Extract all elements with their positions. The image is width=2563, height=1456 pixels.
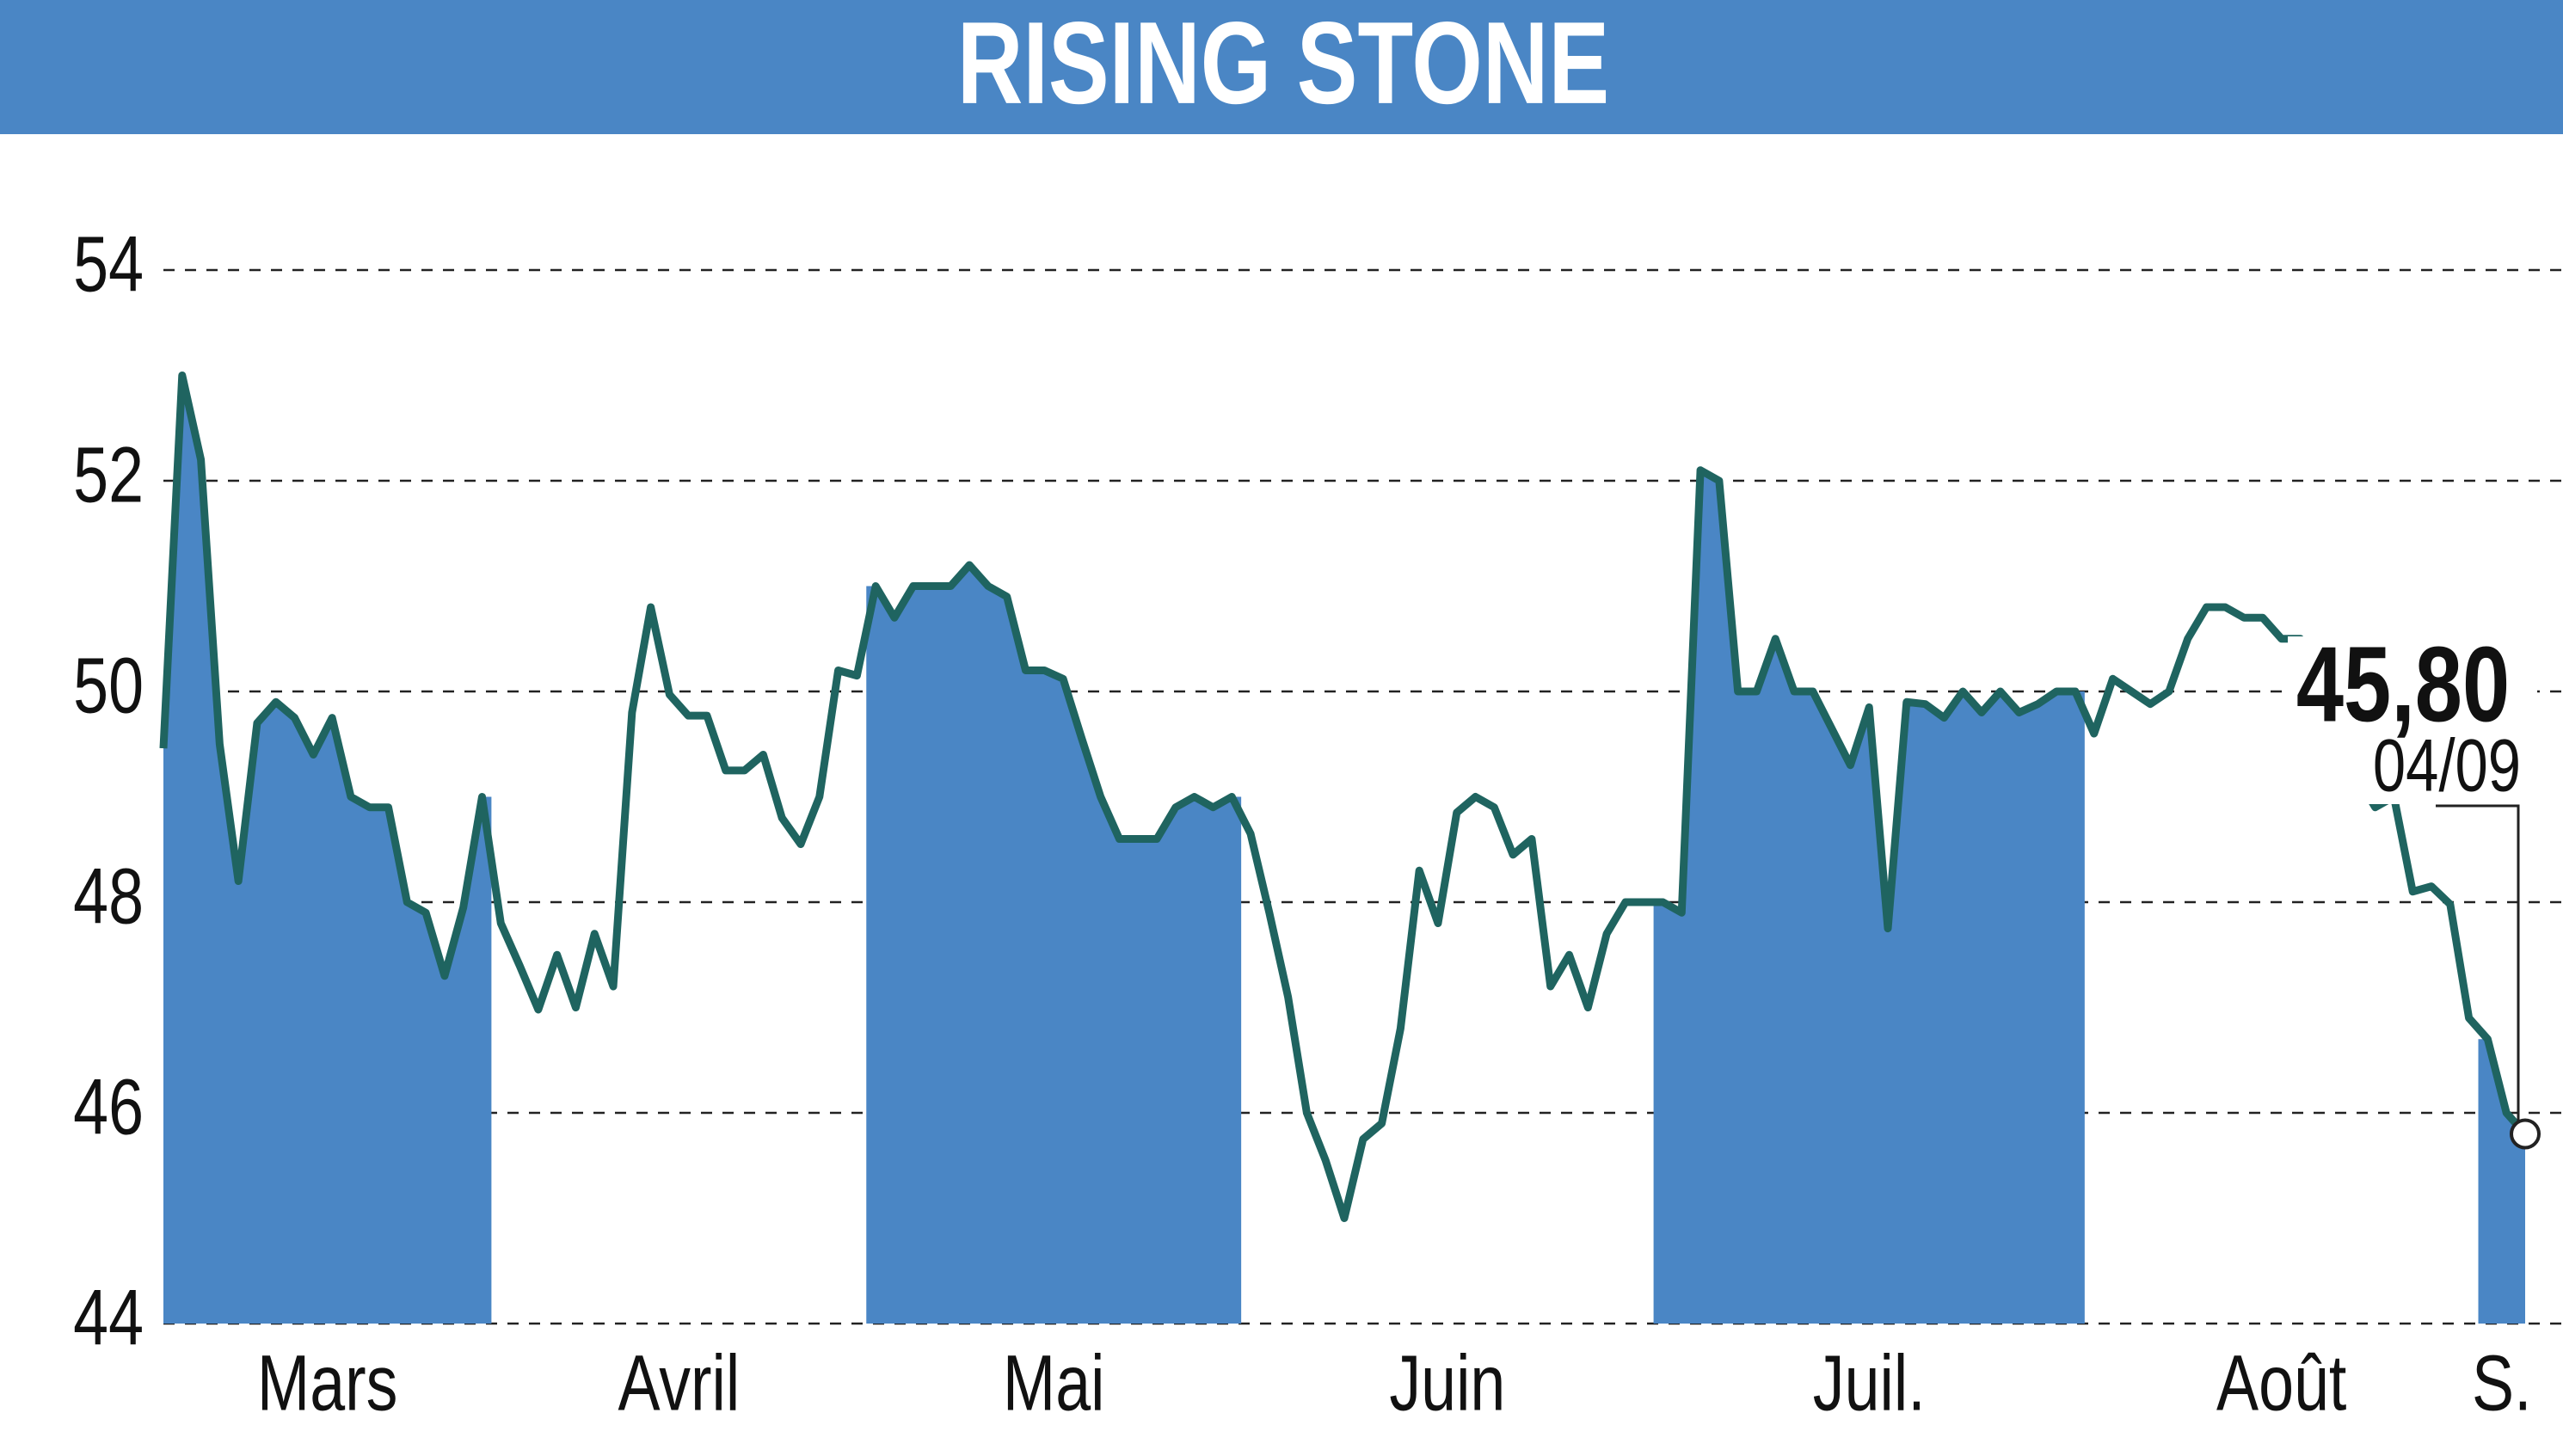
price-line bbox=[159, 372, 2529, 1222]
label-backing bbox=[2288, 636, 2537, 804]
last-value-label: 45,80 bbox=[2296, 624, 2510, 744]
header-band bbox=[0, 0, 2563, 134]
x-tick-label: Mars bbox=[257, 1338, 398, 1427]
month-area bbox=[2478, 1039, 2525, 1324]
x-tick-label: S. bbox=[2472, 1338, 2532, 1427]
x-tick-label: Août bbox=[2216, 1338, 2346, 1427]
x-tick-label: Juin bbox=[1389, 1338, 1505, 1427]
x-tick-label: Avril bbox=[618, 1338, 740, 1427]
y-tick-label: 46 bbox=[73, 1062, 144, 1151]
month-area bbox=[866, 565, 1242, 1324]
last-date-label: 04/09 bbox=[2373, 724, 2521, 807]
y-tick-label: 52 bbox=[73, 430, 144, 519]
y-tick-label: 44 bbox=[73, 1273, 144, 1361]
y-tick-label: 54 bbox=[73, 219, 144, 308]
leader-line bbox=[2436, 804, 2520, 1134]
month-area bbox=[163, 375, 492, 1324]
x-tick-label: Juil. bbox=[1813, 1338, 1926, 1427]
chart-title: RISING STONE bbox=[957, 0, 1609, 128]
y-tick-label: 48 bbox=[73, 851, 144, 940]
y-tick-label: 50 bbox=[73, 641, 144, 729]
month-area bbox=[1653, 470, 2085, 1324]
x-tick-label: Mai bbox=[1003, 1338, 1105, 1427]
last-point bbox=[2510, 1118, 2541, 1150]
